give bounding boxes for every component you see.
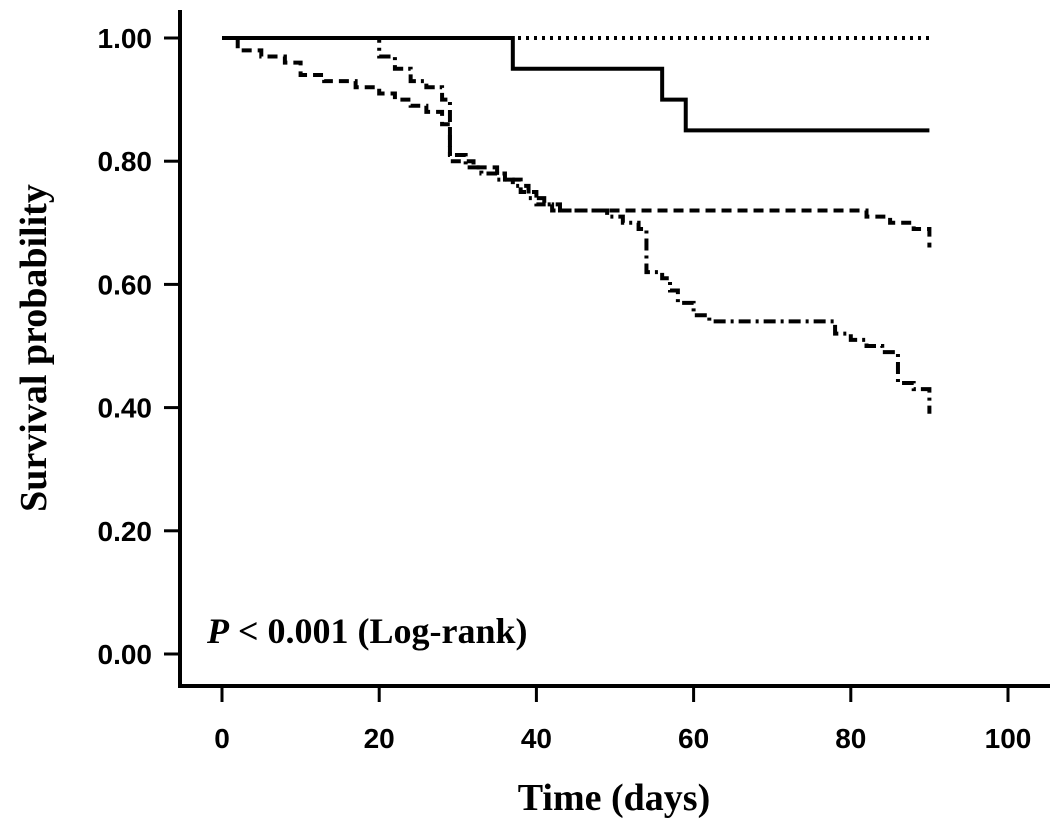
ticks-layer: 0.00 0.20 0.40 0.60 0.80 1.00 0 20 40 60 80 100 (98, 23, 1032, 754)
p-value-annotation: P < 0.001 (Log-rank) (206, 611, 528, 651)
y-tick-label: 0.40 (98, 393, 153, 424)
y-tick-label: 0.60 (98, 269, 153, 300)
survival-curve-dashed (222, 36, 932, 248)
x-tick-label: 40 (521, 723, 552, 754)
survival-curve-dash-dot (222, 36, 932, 414)
p-symbol: P (206, 611, 230, 651)
x-tick-label: 60 (678, 723, 709, 754)
x-tick-label: 0 (214, 723, 230, 754)
x-tick-label: 20 (364, 723, 395, 754)
series-layer (222, 36, 932, 414)
y-axis-title: Survival probability (13, 184, 55, 512)
survival-curve-solid (222, 36, 930, 133)
axes-layer (178, 10, 1050, 688)
y-tick-label: 0.20 (98, 516, 153, 547)
p-value-text: < 0.001 (Log-rank) (229, 611, 528, 651)
x-tick-label: 100 (985, 723, 1032, 754)
y-tick-label: 0.00 (98, 639, 153, 670)
y-tick-label: 0.80 (98, 146, 153, 177)
x-axis-title: Time (days) (518, 777, 710, 819)
x-tick-label: 80 (835, 723, 866, 754)
y-tick-label: 1.00 (98, 23, 153, 54)
